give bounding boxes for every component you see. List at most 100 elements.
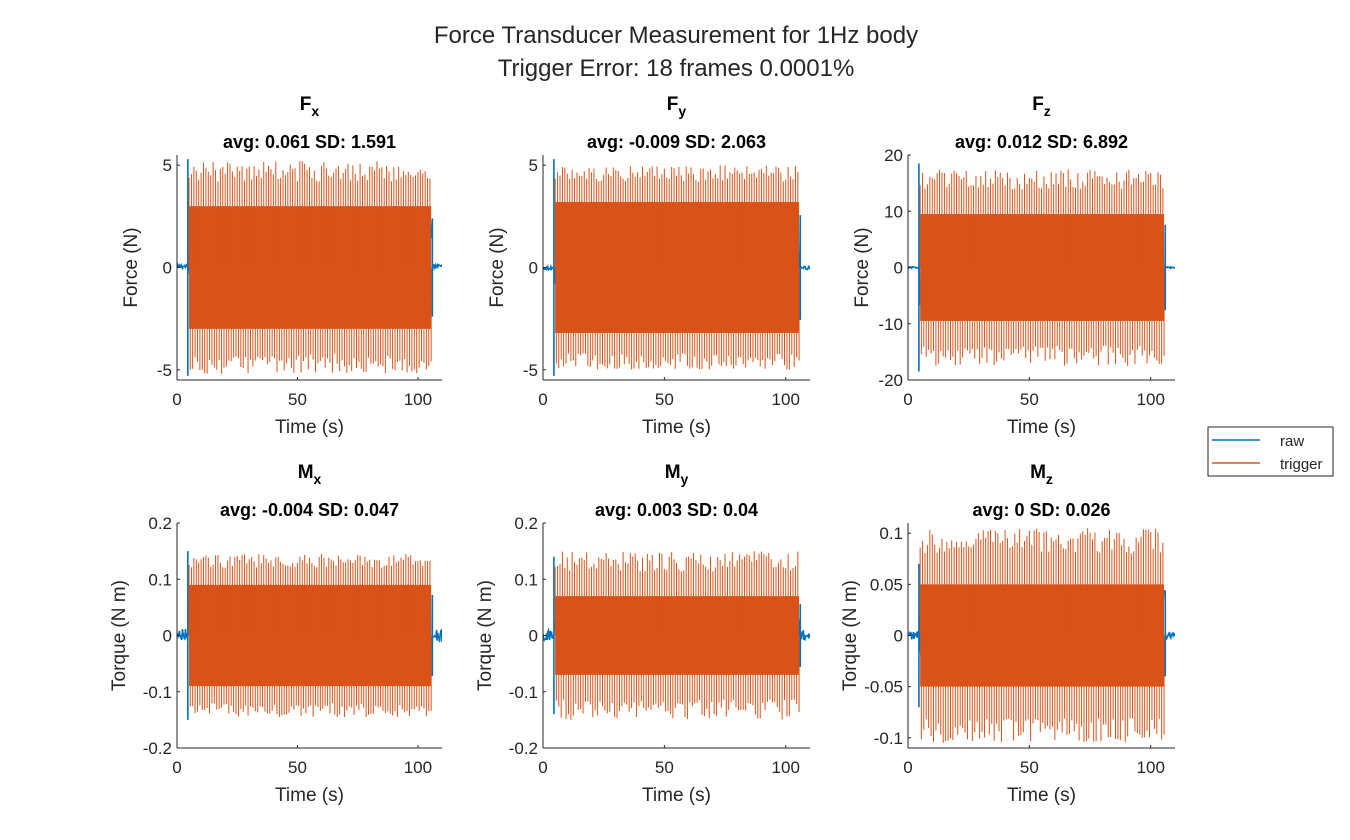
y-axis-label: Torque (N m) (475, 580, 496, 691)
x-axis-label: Time (s) (1007, 417, 1076, 438)
y-axis-label: Torque (N m) (109, 580, 130, 691)
subplot-title-letter: F (1032, 94, 1044, 115)
y-tick-label: 0 (529, 627, 538, 646)
y-tick-label: -0.1 (143, 683, 172, 702)
x-tick-label: 100 (404, 390, 432, 409)
y-tick-label: 0.2 (514, 514, 538, 533)
y-tick-label: 5 (163, 156, 172, 175)
subplot-fz: 0 50 100 -20 -10 0 10 20 Time (s) Force (N) Fz avg:… (852, 94, 1175, 438)
subplot-stats: avg: 0.012 SD: 6.892 (955, 132, 1128, 152)
y-tick-label: 0 (163, 259, 172, 278)
series-trigger-core (555, 202, 800, 333)
plot-area (908, 528, 1175, 743)
subplot-title: Fz (1032, 94, 1051, 119)
x-tick-label: 50 (1020, 758, 1039, 777)
legend: raw trigger (1207, 426, 1334, 477)
legend-label-trigger: trigger (1280, 456, 1323, 473)
x-axis-label: Time (s) (275, 785, 344, 806)
series-trigger-line (188, 554, 432, 718)
y-tick-label: 10 (884, 202, 903, 221)
y-tick-label: 0 (894, 259, 903, 278)
y-tick-label: 0.1 (879, 524, 903, 543)
plot-area (908, 163, 1175, 372)
y-tick-label: -10 (878, 315, 903, 334)
figure-title-line1: Force Transducer Measurement for 1Hz bod… (434, 22, 918, 49)
x-tick-label: 50 (1020, 390, 1039, 409)
subplot-title-subscript: z (1044, 103, 1051, 119)
subplot-title-letter: F (300, 94, 312, 115)
subplot-title: Fy (667, 94, 687, 119)
y-tick-label: 0 (163, 627, 172, 646)
series-trigger-core (189, 584, 432, 687)
y-tick-label: 5 (529, 156, 538, 175)
x-tick-label: 0 (538, 758, 547, 777)
y-tick-label: -0.2 (509, 739, 538, 758)
subplot-title-subscript: y (678, 103, 686, 119)
y-tick-label: 0.1 (148, 570, 172, 589)
subplot-title-subscript: y (681, 471, 689, 487)
y-tick-label: -0.1 (874, 729, 903, 748)
x-axis-label: Time (s) (275, 417, 344, 438)
y-tick-label: -20 (878, 371, 903, 390)
x-tick-label: 50 (288, 390, 307, 409)
subplot-title-subscript: x (314, 471, 322, 487)
subplot-title-subscript: x (311, 103, 319, 119)
subplot-title-letter: M (298, 462, 314, 483)
subplot-title: Mx (298, 462, 322, 487)
series-trigger-core (920, 214, 1165, 321)
subplot-title-letter: F (667, 94, 679, 115)
y-tick-label: -5 (523, 361, 538, 380)
y-tick-label: 0 (894, 627, 903, 646)
x-axis-label: Time (s) (1007, 785, 1076, 806)
x-axis-label: Time (s) (642, 785, 711, 806)
x-tick-label: 0 (538, 390, 547, 409)
subplot-my: 0 50 100 -0.2 -0.1 0 0.1 0.2 Time (s) Torque (N m… (475, 462, 810, 806)
series-trigger-core (920, 584, 1165, 687)
subplot-stats: avg: 0.061 SD: 1.591 (223, 132, 396, 152)
plot-area (543, 551, 810, 720)
y-axis-label: Torque (N m) (840, 580, 861, 691)
subplot-stats: avg: -0.009 SD: 2.063 (587, 132, 766, 152)
y-tick-label: 0.2 (148, 514, 172, 533)
x-tick-label: 0 (172, 390, 181, 409)
plot-area (177, 159, 442, 376)
x-tick-label: 50 (655, 390, 674, 409)
subplot-title: Fx (300, 94, 320, 119)
series-trigger-core (189, 206, 432, 329)
x-tick-label: 50 (655, 758, 674, 777)
series-trigger-core (555, 596, 800, 675)
x-tick-label: 0 (903, 758, 912, 777)
series-trigger-line (554, 551, 800, 720)
plot-area (543, 159, 810, 376)
x-tick-label: 100 (772, 758, 800, 777)
y-axis-label: Force (N) (487, 227, 508, 307)
subplot-mx: 0 50 100 -0.2 -0.1 0 0.1 0.2 Time (s) Torque (N m… (109, 462, 442, 806)
y-tick-label: 0 (529, 259, 538, 278)
plot-area (177, 551, 442, 720)
y-tick-label: 0.05 (870, 575, 903, 594)
y-axis-label: Force (N) (852, 227, 873, 307)
legend-label-raw: raw (1280, 433, 1304, 450)
x-tick-label: 100 (1137, 390, 1165, 409)
figure-title-line2: Trigger Error: 18 frames 0.0001% (498, 55, 855, 82)
series-trigger-line (919, 528, 1165, 743)
x-tick-label: 100 (1137, 758, 1165, 777)
series-trigger-line (919, 169, 1165, 366)
y-tick-label: -0.1 (509, 683, 538, 702)
x-tick-label: 100 (772, 390, 800, 409)
subplot-title-subscript: z (1046, 471, 1053, 487)
series-trigger-line (188, 161, 432, 374)
subplot-title-letter: M (1030, 462, 1046, 483)
subplot-mz: 0 50 100 -0.1 -0.05 0 0.05 0.1 Time (s) Torque (N… (840, 462, 1175, 806)
subplot-stats: avg: 0 SD: 0.026 (972, 500, 1110, 520)
legend-box (1207, 426, 1334, 477)
x-tick-label: 50 (288, 758, 307, 777)
x-tick-label: 0 (903, 390, 912, 409)
y-axis-label: Force (N) (121, 227, 142, 307)
subplot-title: My (665, 462, 689, 487)
subplot-stats: avg: 0.003 SD: 0.04 (595, 500, 758, 520)
